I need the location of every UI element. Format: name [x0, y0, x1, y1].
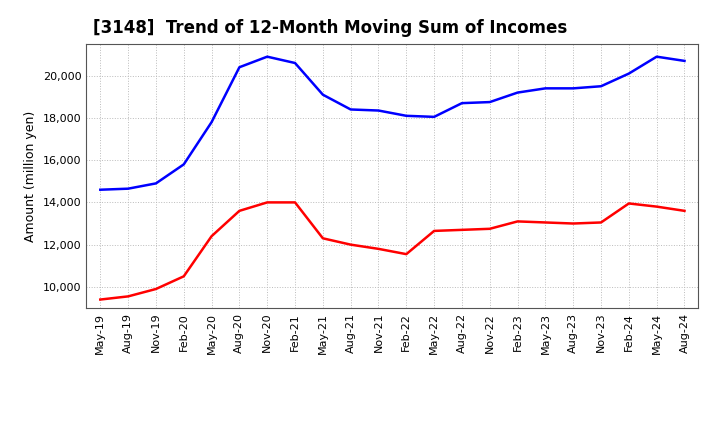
Net Income: [513, 219, 522, 224]
Ordinary Income: [513, 90, 522, 95]
Net Income: [541, 220, 550, 225]
Net Income: [263, 200, 271, 205]
Y-axis label: Amount (million yen): Amount (million yen): [24, 110, 37, 242]
Net Income: [291, 200, 300, 205]
Net Income: [374, 246, 383, 252]
Ordinary Income: [569, 86, 577, 91]
Ordinary Income: [680, 58, 689, 63]
Ordinary Income: [458, 100, 467, 106]
Ordinary Income: [235, 65, 243, 70]
Ordinary Income: [207, 120, 216, 125]
Net Income: [124, 294, 132, 299]
Net Income: [624, 201, 633, 206]
Ordinary Income: [263, 54, 271, 59]
Net Income: [207, 234, 216, 239]
Ordinary Income: [402, 113, 410, 118]
Ordinary Income: [318, 92, 327, 97]
Net Income: [485, 226, 494, 231]
Net Income: [96, 297, 104, 302]
Ordinary Income: [485, 99, 494, 105]
Ordinary Income: [374, 108, 383, 113]
Ordinary Income: [124, 186, 132, 191]
Ordinary Income: [597, 84, 606, 89]
Ordinary Income: [624, 71, 633, 76]
Ordinary Income: [152, 181, 161, 186]
Net Income: [569, 221, 577, 226]
Ordinary Income: [430, 114, 438, 120]
Net Income: [430, 228, 438, 234]
Ordinary Income: [346, 107, 355, 112]
Ordinary Income: [541, 86, 550, 91]
Net Income: [458, 227, 467, 232]
Net Income: [597, 220, 606, 225]
Net Income: [235, 208, 243, 213]
Text: [3148]  Trend of 12-Month Moving Sum of Incomes: [3148] Trend of 12-Month Moving Sum of I…: [92, 19, 567, 37]
Ordinary Income: [96, 187, 104, 192]
Ordinary Income: [291, 60, 300, 66]
Net Income: [152, 286, 161, 292]
Ordinary Income: [652, 54, 661, 59]
Ordinary Income: [179, 162, 188, 167]
Net Income: [179, 274, 188, 279]
Net Income: [680, 208, 689, 213]
Net Income: [346, 242, 355, 247]
Net Income: [318, 236, 327, 241]
Line: Ordinary Income: Ordinary Income: [100, 57, 685, 190]
Net Income: [402, 252, 410, 257]
Net Income: [652, 204, 661, 209]
Line: Net Income: Net Income: [100, 202, 685, 300]
